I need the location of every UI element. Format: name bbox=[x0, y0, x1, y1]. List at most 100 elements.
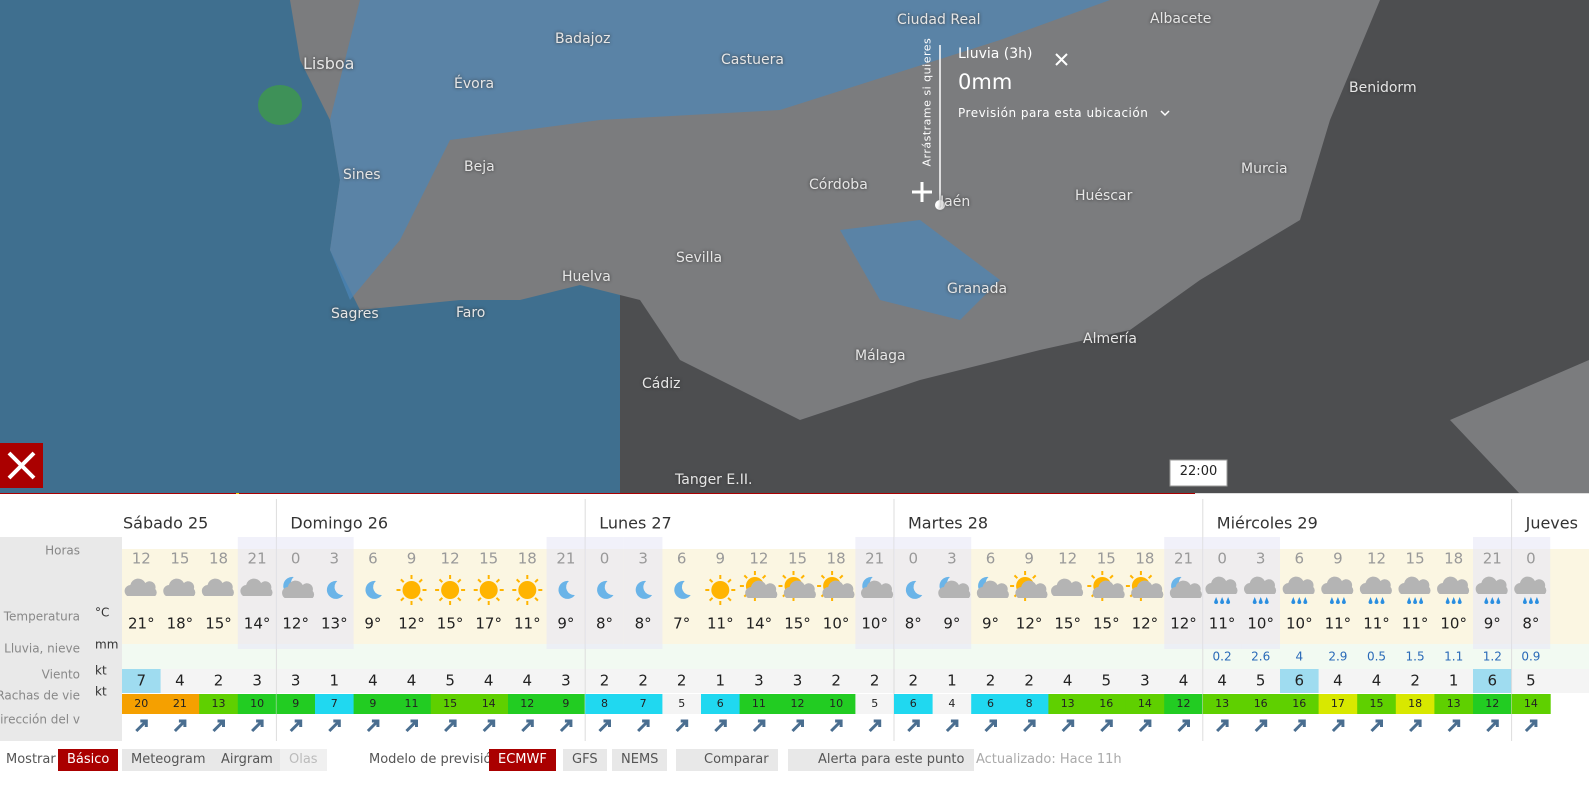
model-option[interactable]: ECMWF bbox=[489, 749, 556, 771]
sun-ray bbox=[418, 578, 423, 583]
rain-drop bbox=[1341, 597, 1346, 604]
pin-dot bbox=[935, 200, 945, 210]
alert-button[interactable]: Alerta para este punto bbox=[788, 749, 974, 771]
timeline-rest[interactable] bbox=[1195, 493, 1589, 494]
row-unit: kt bbox=[95, 664, 107, 678]
wind: 2 bbox=[831, 672, 841, 690]
temperature: 9° bbox=[982, 615, 999, 633]
forecast-table: Horas Temperatura °C Lluvia, nieve mm Viento k… bbox=[0, 499, 1589, 741]
cloud-icon bbox=[1051, 578, 1084, 596]
cloud-icon bbox=[240, 578, 273, 596]
wind-arrow bbox=[675, 719, 689, 733]
model-option[interactable]: GFS bbox=[563, 749, 607, 771]
wind: 4 bbox=[1372, 672, 1382, 690]
sun-icon bbox=[711, 581, 730, 599]
cloud-icon bbox=[1437, 576, 1470, 594]
gust: 8 bbox=[601, 697, 608, 710]
sun-ray bbox=[438, 578, 444, 583]
gust-cell bbox=[1009, 694, 1049, 714]
temperature: 10° bbox=[1247, 615, 1274, 633]
gust: 13 bbox=[212, 697, 226, 710]
rain-drop bbox=[1220, 597, 1225, 604]
toolbar: Mostrar Básico Meteogram Airgram Olas Mo… bbox=[0, 745, 1589, 777]
gust: 9 bbox=[369, 697, 376, 710]
moon-icon bbox=[558, 580, 575, 599]
rain: 0.5 bbox=[1367, 650, 1386, 664]
gust-cell bbox=[508, 694, 548, 714]
city-label: Faro bbox=[456, 305, 486, 321]
show-option[interactable]: Básico bbox=[58, 749, 119, 771]
gust-cell bbox=[1318, 694, 1358, 714]
wind-arrow bbox=[791, 719, 804, 733]
temperature: 11° bbox=[514, 615, 541, 633]
map-graphics bbox=[0, 0, 1589, 494]
sun-ray bbox=[534, 597, 539, 602]
gust: 6 bbox=[987, 697, 994, 710]
gust: 16 bbox=[1292, 697, 1306, 710]
rain: 2.9 bbox=[1328, 650, 1347, 664]
wind: 4 bbox=[175, 672, 185, 690]
gust: 21 bbox=[173, 697, 187, 710]
moon-icon bbox=[597, 580, 614, 599]
temperature: 11° bbox=[1325, 615, 1352, 633]
time-label: 22:00 bbox=[1179, 464, 1218, 479]
timeline-progress[interactable] bbox=[0, 493, 1195, 494]
wind-band bbox=[122, 669, 1589, 693]
hour: 15 bbox=[788, 550, 807, 568]
sun-ray bbox=[477, 578, 482, 583]
wind-arrow bbox=[251, 719, 264, 733]
rain-drop bbox=[1335, 597, 1340, 604]
africa-land bbox=[1450, 360, 1589, 494]
temperature: 9° bbox=[364, 615, 381, 633]
gust: 12 bbox=[1485, 697, 1499, 710]
show-option[interactable]: Olas bbox=[280, 749, 327, 771]
gust-cell bbox=[276, 694, 316, 714]
temperature: 15° bbox=[1054, 615, 1081, 633]
gust: 12 bbox=[1177, 697, 1191, 710]
wind-cell bbox=[1473, 669, 1512, 693]
cloud-icon bbox=[822, 580, 855, 598]
city-label: Córdoba bbox=[809, 177, 868, 193]
wind: 4 bbox=[1217, 672, 1227, 690]
city-label: Beja bbox=[464, 159, 495, 175]
model-option[interactable]: NEMS bbox=[612, 749, 668, 771]
gust-cell bbox=[353, 694, 393, 714]
gust-cell bbox=[1511, 694, 1551, 714]
hour: 15 bbox=[479, 550, 498, 568]
rain: 2.6 bbox=[1251, 650, 1270, 664]
sun-ray bbox=[708, 578, 714, 583]
rain-drop bbox=[1496, 597, 1501, 604]
city-label: Évora bbox=[454, 76, 495, 92]
wind-arrow bbox=[1061, 719, 1075, 733]
rain-drop bbox=[1380, 597, 1385, 604]
gust-cell bbox=[662, 694, 702, 714]
show-option[interactable]: Airgram bbox=[212, 749, 282, 771]
hour: 6 bbox=[986, 550, 996, 568]
wind: 2 bbox=[1024, 672, 1034, 690]
wind-arrow bbox=[135, 719, 148, 733]
hour: 3 bbox=[330, 550, 340, 568]
temperature: 21° bbox=[128, 615, 155, 633]
hour: 12 bbox=[749, 550, 768, 568]
sun-ray bbox=[1032, 574, 1037, 579]
temperature: 9° bbox=[1484, 615, 1501, 633]
wind-arrow bbox=[1370, 719, 1383, 733]
sun-ray bbox=[400, 597, 405, 602]
wind: 6 bbox=[1295, 672, 1305, 690]
cloud-icon bbox=[1205, 576, 1238, 594]
compare-button[interactable]: Comparar bbox=[676, 749, 778, 771]
show-option[interactable]: Meteogram bbox=[122, 749, 215, 771]
rain: 0.9 bbox=[1521, 650, 1540, 664]
city-label: Huéscar bbox=[1075, 188, 1133, 204]
map[interactable]: Ciudad Real Albacete Badajoz Castuera Li… bbox=[0, 0, 1589, 494]
row-label: Rachas de vie bbox=[0, 689, 80, 703]
gust-cell bbox=[932, 694, 972, 714]
popup-link[interactable]: Previsión para esta ubicación bbox=[958, 106, 1149, 120]
rain: 1.2 bbox=[1483, 650, 1502, 664]
drag-icon[interactable] bbox=[912, 182, 932, 202]
rain-spot bbox=[258, 85, 302, 125]
wind-arrow bbox=[984, 719, 997, 733]
temperature: 8° bbox=[1522, 615, 1539, 633]
popup-close[interactable] bbox=[1055, 53, 1068, 66]
hour: 6 bbox=[368, 550, 378, 568]
